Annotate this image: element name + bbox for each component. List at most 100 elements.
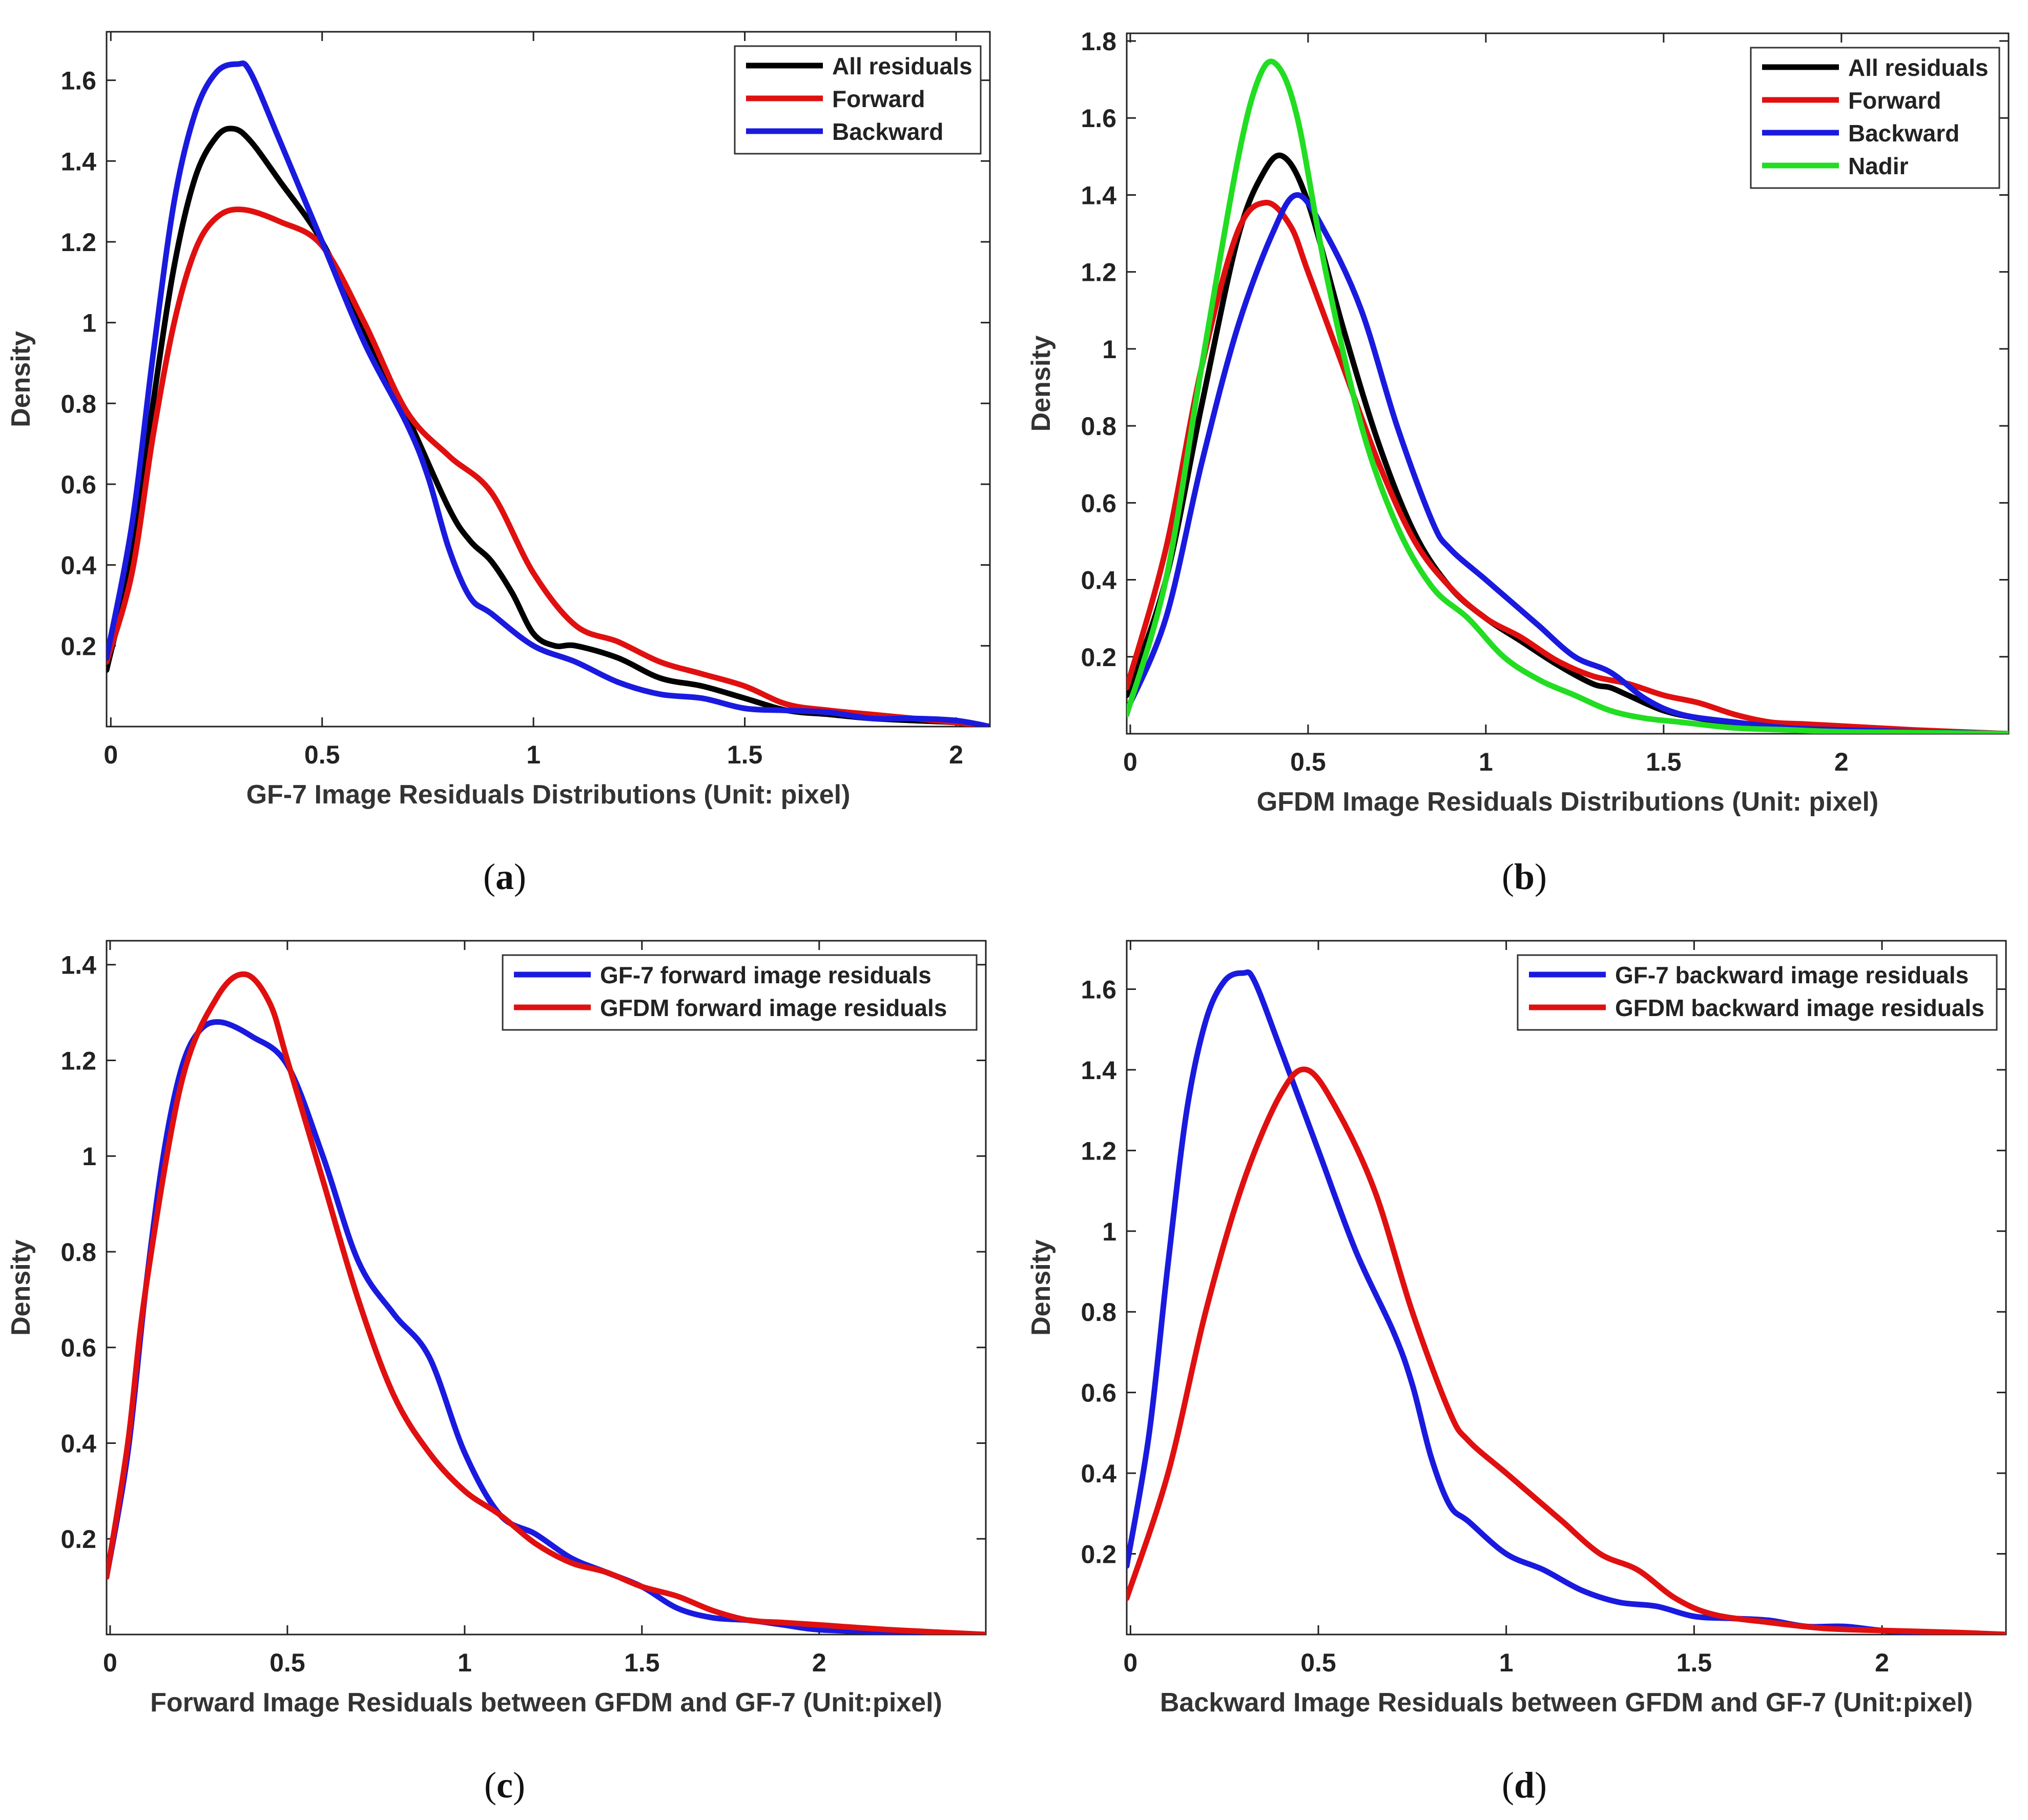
y-tick-label: 1.6 (1081, 104, 1116, 133)
x-tick-label: 0 (104, 740, 118, 769)
y-tick-label: 1 (82, 1142, 96, 1171)
series-line-nadir (1127, 58, 2009, 734)
series-group (1127, 58, 2009, 734)
y-tick-label: 1 (1102, 335, 1116, 364)
x-tick-label: 0 (1123, 1648, 1137, 1677)
series-group (1127, 969, 2006, 1635)
series-line-backward (1127, 192, 2009, 734)
y-axis-label: Density (1026, 1239, 1056, 1336)
y-tick-label: 1.2 (1081, 258, 1116, 287)
x-tick-label: 0.5 (304, 740, 340, 769)
plot-frame (1126, 32, 2010, 735)
x-axis-label: Backward Image Residuals between GFDM an… (1160, 1688, 1973, 1718)
series-line-gf-7-backward-image-residuals (1127, 969, 2006, 1635)
legend-label: GF-7 backward image residuals (1615, 962, 1969, 988)
x-tick-label: 1 (458, 1648, 472, 1677)
y-axis-label: Density (1026, 336, 1056, 432)
chart-panel-b: 0.2 0.4 0.6 0.8 1 1.2 1.4 1.6 1.8 0 0.5 1 1.5 2 GFDM I… (1026, 27, 2010, 897)
x-tick-label: 0 (1123, 748, 1137, 776)
y-tick-label: 1.2 (60, 228, 96, 257)
legend: GF-7 backward image residuals GFDM backwa… (1517, 954, 1998, 1031)
y-tick-label: 1.8 (1081, 27, 1116, 56)
series-line-gfdm-backward-image-residuals (1127, 1066, 2006, 1635)
y-tick-label: 1.2 (60, 1046, 96, 1075)
x-axis-label: GF-7 Image Residuals Distributions (Unit… (246, 780, 851, 810)
y-tick-label: 0.2 (60, 632, 96, 660)
legend-box (1517, 954, 1998, 1031)
chart-panel-c: 0.2 0.4 0.6 0.8 1 1.2 1.4 0 0.5 1 1.5 2 Forward Imag… (6, 940, 987, 1806)
x-tick-label: 0.5 (1300, 1648, 1336, 1677)
y-tick-label: 0.8 (1081, 412, 1116, 441)
panel-label: (d) (1502, 1765, 1547, 1806)
panel-label: (c) (484, 1765, 525, 1806)
y-tick-label: 1 (1102, 1217, 1116, 1246)
y-tick-label: 1 (82, 309, 96, 338)
y-tick-label: 0.8 (60, 1238, 96, 1267)
x-tick-label: 1.5 (1677, 1648, 1712, 1677)
y-tick-label: 1.6 (60, 67, 96, 95)
panel-label: (a) (483, 856, 526, 897)
x-tick-label: 2 (1834, 748, 1849, 776)
legend: All residuals Forward Backward Nadir (1750, 47, 2000, 189)
y-tick-label: 0.6 (1081, 1379, 1116, 1408)
x-tick-label: 2 (1875, 1648, 1889, 1677)
panel-label: (b) (1502, 856, 1547, 897)
y-tick-label: 1.4 (1081, 181, 1116, 210)
y-tick-label: 0.6 (60, 1334, 96, 1362)
series-line-forward (107, 206, 990, 727)
y-tick-label: 1.6 (1081, 975, 1116, 1004)
series-group (107, 971, 986, 1635)
y-tick-label: 0.6 (60, 470, 96, 499)
y-tick-label: 0.4 (1081, 1459, 1116, 1488)
legend: GF-7 forward image residuals GFDM forward… (502, 954, 978, 1031)
series-line-all-residuals (107, 126, 990, 727)
chart-panel-d: 0.2 0.4 0.6 0.8 1 1.2 1.4 1.6 0 0.5 1 1.5 2 Backward … (1026, 940, 2007, 1806)
y-axis-label: Density (6, 331, 36, 427)
legend-label: GFDM backward image residuals (1615, 995, 1984, 1021)
legend-box (502, 954, 978, 1031)
y-tick-label: 0.2 (1081, 1540, 1116, 1569)
x-tick-label: 1 (1499, 1648, 1514, 1677)
y-tick-label: 1.4 (60, 951, 96, 980)
y-tick-label: 0.6 (1081, 489, 1116, 518)
y-axis-label: Density (6, 1239, 36, 1336)
series-line-all-residuals (1127, 152, 2009, 734)
y-tick-label: 0.4 (60, 551, 96, 580)
legend-label: GF-7 forward image residuals (600, 962, 932, 988)
legend-label: All residuals (832, 53, 972, 79)
legend-label: Nadir (1848, 153, 1909, 179)
y-tick-label: 1.4 (60, 147, 96, 176)
x-tick-label: 1.5 (727, 740, 763, 769)
plot-frame (106, 31, 991, 728)
y-tick-label: 0.2 (1081, 643, 1116, 672)
x-tick-label: 0.5 (270, 1648, 305, 1677)
y-tick-label: 1.4 (1081, 1056, 1116, 1085)
x-tick-label: 0.5 (1290, 748, 1326, 776)
legend-label: All residuals (1848, 54, 1989, 81)
plot-frame (106, 940, 987, 1636)
y-tick-label: 0.8 (1081, 1298, 1116, 1327)
plot-frame (1126, 940, 2007, 1636)
chart-panel-a: 0.2 0.4 0.6 0.8 1 1.2 1.4 1.6 0 0.5 1 1.5 2 GF-7 Imag… (6, 31, 991, 897)
y-tick-label: 0.4 (60, 1429, 96, 1458)
series-group (107, 60, 990, 727)
legend-label: Forward (832, 86, 925, 112)
series-line-forward (1127, 199, 2009, 734)
x-tick-label: 1 (1479, 748, 1493, 776)
y-tick-label: 0.4 (1081, 566, 1116, 595)
x-axis-label: Forward Image Residuals between GFDM and… (150, 1688, 942, 1718)
x-tick-label: 1.5 (1646, 748, 1682, 776)
legend: All residuals Forward Backward (734, 45, 982, 155)
legend-label: Backward (1848, 120, 1959, 147)
x-axis-label: GFDM Image Residuals Distributions (Unit… (1257, 787, 1878, 817)
y-tick-label: 1.2 (1081, 1136, 1116, 1165)
series-line-backward (107, 60, 990, 727)
x-tick-label: 2 (949, 740, 963, 769)
legend-label: Forward (1848, 87, 1941, 114)
y-tick-label: 0.8 (60, 389, 96, 418)
x-tick-label: 2 (812, 1648, 826, 1677)
legend-label: GFDM forward image residuals (600, 995, 947, 1021)
x-tick-label: 1.5 (624, 1648, 660, 1677)
series-line-gfdm-forward-image-residuals (107, 971, 986, 1635)
